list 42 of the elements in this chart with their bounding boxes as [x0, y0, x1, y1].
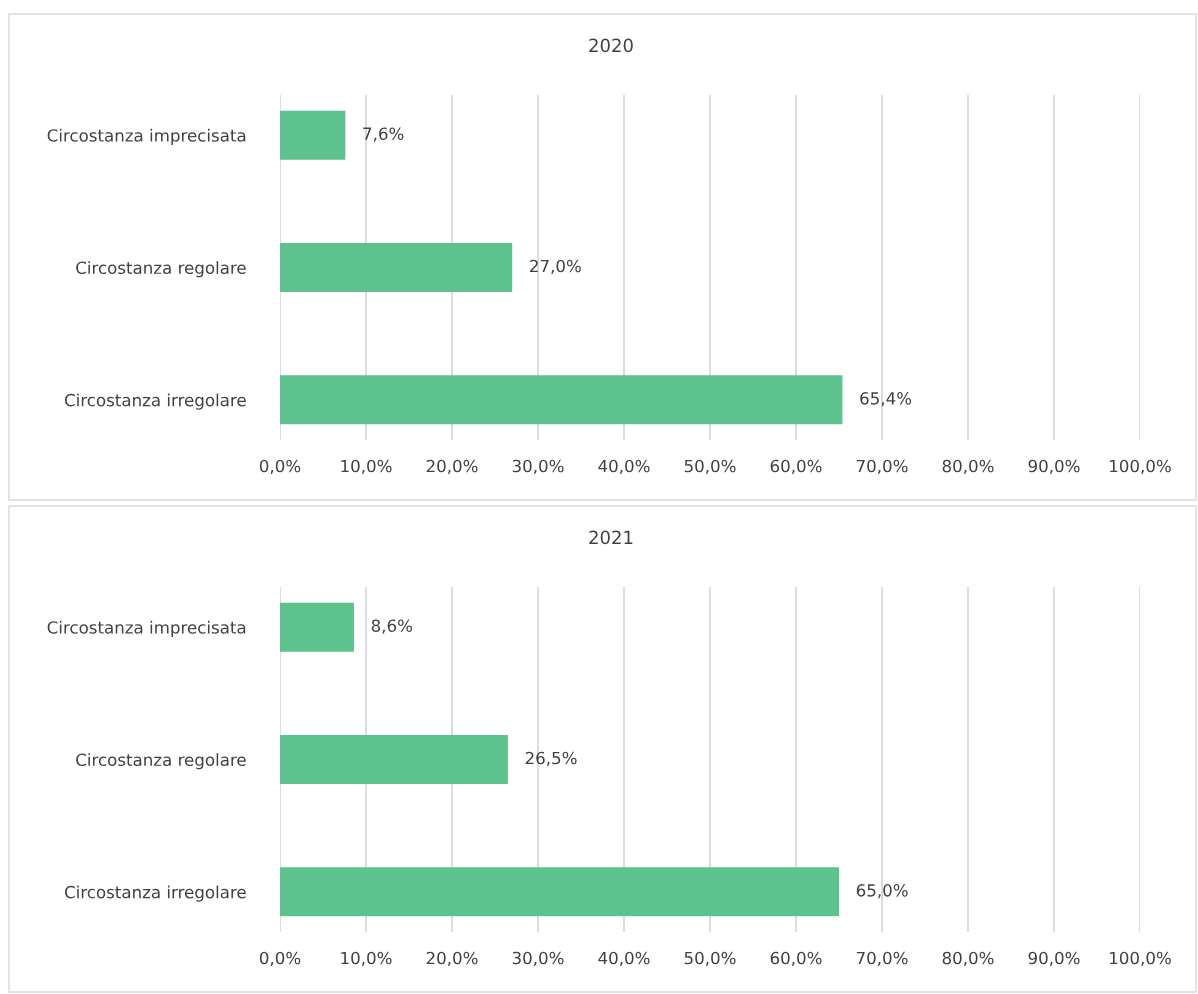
x-tick-label: 20,0%: [426, 459, 478, 475]
bar: [280, 602, 354, 652]
x-tick-label: 50,0%: [684, 459, 736, 475]
y-tick-label: Circostanza imprecisata: [47, 620, 246, 637]
x-tick-label: 10,0%: [341, 951, 392, 967]
y-tick-label: Circostanza irregolare: [64, 393, 246, 410]
chart-title: 2021: [589, 530, 633, 545]
data-label: 7,6%: [363, 127, 404, 142]
data-label: 8,6%: [371, 619, 413, 634]
x-tick-label: 50,0%: [684, 951, 736, 967]
data-label: 26,5%: [525, 751, 577, 767]
bar: [280, 110, 346, 160]
x-tick-label: 30,0%: [512, 951, 564, 967]
bar: [280, 735, 508, 784]
chart-title: 2020: [589, 38, 633, 53]
y-tick-label: Circostanza regolare: [76, 753, 246, 770]
x-tick-label: 20,0%: [426, 951, 478, 967]
x-tick-label: 60,0%: [770, 459, 822, 475]
y-tick-label: Circostanza imprecisata: [47, 128, 246, 145]
bar: [280, 243, 513, 292]
x-tick-label: 80,0%: [942, 951, 994, 967]
x-tick-label: 100,0%: [1110, 459, 1171, 475]
x-tick-label: 70,0%: [856, 951, 908, 967]
x-tick-label: 70,0%: [856, 459, 908, 475]
data-label: 27,0%: [530, 259, 581, 275]
x-tick-label: 30,0%: [512, 459, 564, 475]
data-label: 65,4%: [860, 392, 912, 407]
data-label: 65,0%: [856, 884, 908, 899]
x-tick-label: 100,0%: [1110, 951, 1171, 967]
x-tick-label: 10,0%: [341, 459, 392, 475]
y-tick-label: Circostanza regolare: [76, 261, 246, 278]
x-tick-label: 0,0%: [259, 951, 301, 967]
x-tick-label: 0,0%: [259, 459, 301, 475]
bar: [280, 375, 843, 425]
x-tick-label: 80,0%: [942, 459, 994, 475]
y-tick-label: Circostanza irregolare: [64, 885, 246, 902]
x-tick-label: 40,0%: [598, 951, 650, 967]
x-tick-label: 60,0%: [770, 951, 822, 967]
x-tick-label: 90,0%: [1028, 459, 1080, 475]
x-tick-label: 40,0%: [598, 459, 650, 475]
x-tick-label: 90,0%: [1028, 951, 1080, 967]
bar: [280, 867, 839, 917]
